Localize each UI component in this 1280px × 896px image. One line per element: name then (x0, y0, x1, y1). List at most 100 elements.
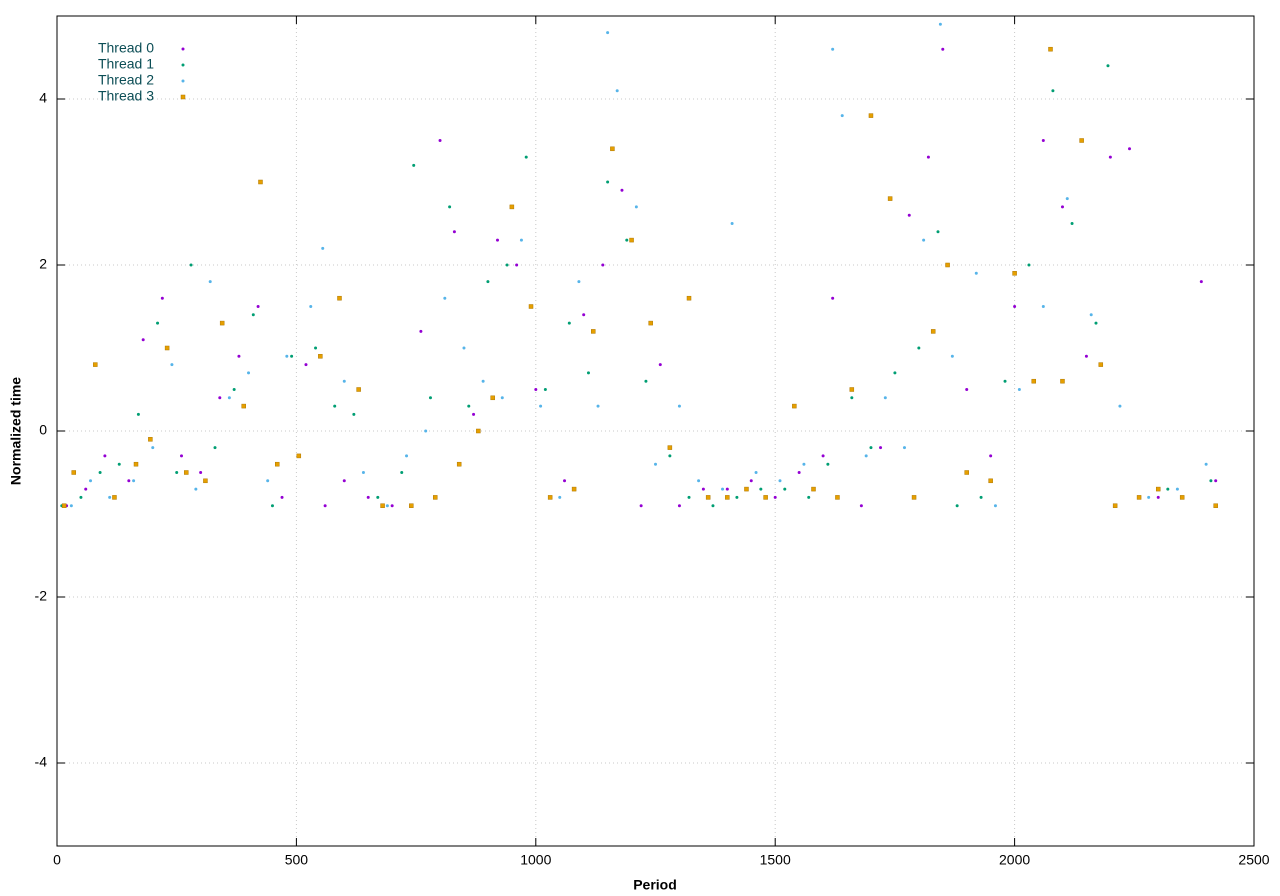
data-point (515, 263, 519, 267)
data-point (219, 320, 225, 326)
data-point (697, 479, 701, 483)
legend-label: Thread 1 (98, 56, 154, 72)
data-point (481, 379, 485, 383)
data-point (917, 346, 921, 350)
data-point (509, 204, 515, 210)
data-point (495, 238, 499, 242)
data-point (974, 271, 978, 275)
data-point (1041, 305, 1045, 308)
data-point (993, 504, 997, 508)
data-point (380, 503, 385, 508)
data-point (744, 486, 749, 492)
data-point (571, 486, 577, 492)
data-point (763, 495, 768, 500)
data-point (1136, 495, 1142, 500)
data-point (519, 238, 523, 242)
data-point (428, 396, 432, 400)
data-point (558, 495, 562, 499)
data-point (606, 31, 610, 35)
data-point (112, 495, 117, 500)
data-point (677, 404, 681, 408)
data-point (476, 428, 481, 434)
data-point (835, 495, 840, 500)
data-point (629, 237, 634, 243)
data-point (194, 487, 198, 491)
data-point (773, 495, 777, 499)
data-point (1027, 263, 1031, 267)
data-point (945, 262, 950, 268)
data-point (208, 280, 212, 284)
data-point (1213, 503, 1218, 508)
legend-marker (181, 47, 185, 51)
data-point (433, 495, 438, 500)
data-point (658, 363, 662, 367)
data-point (687, 495, 691, 499)
data-point (467, 404, 471, 408)
data-point (938, 22, 942, 26)
y-tick-label: 4 (39, 90, 47, 106)
x-tick-label: 1500 (760, 852, 791, 868)
data-point (280, 495, 284, 499)
data-point (232, 388, 236, 391)
data-point (1048, 46, 1053, 52)
data-point (1031, 378, 1037, 384)
data-point (850, 396, 854, 400)
data-point (218, 396, 222, 400)
data-point (749, 479, 753, 483)
data-point (309, 305, 313, 308)
data-point (98, 471, 102, 474)
data-point (366, 495, 370, 499)
data-point (826, 462, 830, 466)
data-point (783, 487, 787, 491)
data-point (911, 495, 917, 500)
data-point (926, 155, 930, 159)
data-point (79, 495, 83, 499)
data-point (644, 379, 648, 383)
data-point (930, 329, 936, 334)
data-point (241, 403, 246, 409)
data-point (69, 504, 73, 508)
data-point (356, 387, 361, 392)
data-point (667, 445, 673, 450)
data-point (285, 354, 289, 358)
data-point (869, 446, 873, 450)
data-point (175, 471, 179, 474)
data-point (615, 89, 619, 93)
data-point (213, 446, 217, 450)
data-point (1214, 479, 1218, 483)
data-point (314, 346, 318, 350)
data-point (893, 371, 897, 375)
data-point (505, 263, 509, 267)
data-point (490, 395, 495, 401)
data-point (1199, 280, 1203, 284)
data-point (256, 305, 260, 308)
data-point (543, 388, 547, 391)
data-point (247, 371, 251, 375)
data-point (1106, 64, 1110, 68)
data-point (1079, 138, 1084, 143)
data-point (730, 222, 734, 225)
data-point (625, 238, 629, 242)
legend-marker (181, 63, 185, 67)
data-point (1013, 305, 1017, 308)
data-point (61, 503, 67, 508)
x-axis-label: Period (633, 877, 677, 893)
data-point (151, 446, 155, 450)
data-point (438, 139, 442, 142)
data-point (754, 471, 758, 474)
data-point (71, 470, 77, 475)
x-tick-label: 2000 (999, 852, 1030, 868)
data-point (759, 487, 763, 491)
data-point (701, 487, 705, 491)
data-point (601, 263, 605, 267)
data-point (955, 504, 959, 508)
data-point (1089, 313, 1093, 317)
data-point (376, 495, 380, 499)
data-point (199, 471, 203, 474)
data-point (1051, 89, 1055, 93)
data-point (883, 396, 887, 400)
data-point (1065, 197, 1069, 201)
data-point (950, 354, 954, 358)
data-point (133, 461, 139, 467)
data-point (456, 461, 462, 467)
